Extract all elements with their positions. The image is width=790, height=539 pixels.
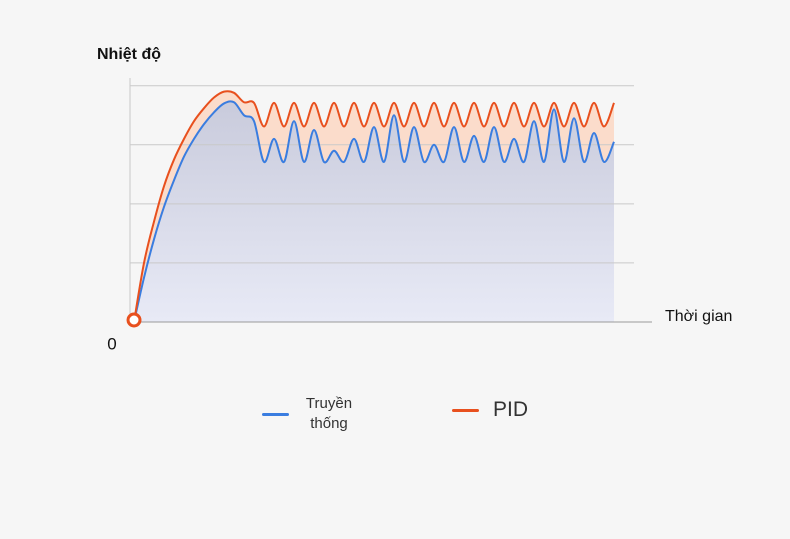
legend-item: Truyền thống <box>262 394 359 434</box>
legend-swatch <box>262 412 289 416</box>
origin-marker <box>126 312 142 328</box>
legend-swatch <box>452 408 479 412</box>
y-axis-label: Nhiệt độ <box>97 46 161 63</box>
y-tick-label: 0 <box>107 334 116 353</box>
area <box>134 101 614 322</box>
legend-label: Truyền thống <box>305 395 353 432</box>
legend-item: PID <box>452 398 528 422</box>
line <box>133 100 615 323</box>
x-axis-label: Thời gian <box>665 308 732 325</box>
line <box>133 90 615 323</box>
legend-label: PID <box>493 398 529 421</box>
